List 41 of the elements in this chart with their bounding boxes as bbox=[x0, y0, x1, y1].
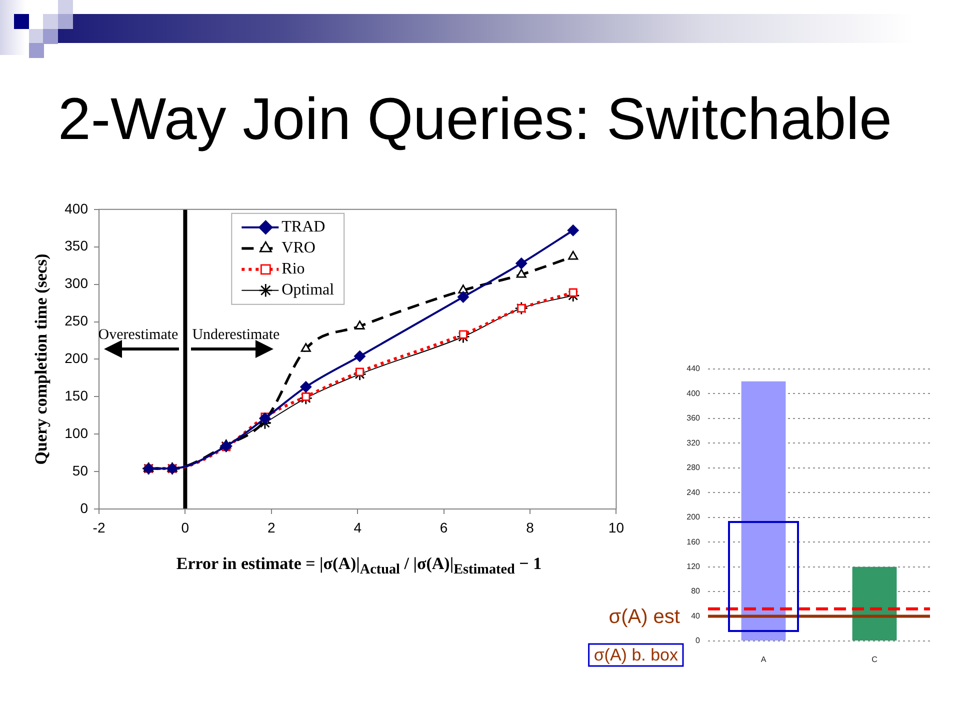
text: σ(A) b. box bbox=[594, 646, 678, 665]
y-tick-label: 50 bbox=[72, 462, 88, 478]
y-tick-label: 80 bbox=[691, 586, 701, 596]
y-tick-label: 160 bbox=[686, 537, 701, 546]
y-tick-label: 400 bbox=[686, 388, 701, 398]
y-tick-label: 300 bbox=[64, 275, 88, 292]
annotation: Underestimate bbox=[192, 327, 280, 344]
y-tick-label: 350 bbox=[64, 238, 88, 254]
annotation: Overestimate bbox=[98, 327, 179, 344]
x-tick-label: A bbox=[760, 655, 767, 664]
y-tick-label: 280 bbox=[686, 463, 701, 472]
y-tick-label: 320 bbox=[686, 438, 701, 448]
y-tick-label: 100 bbox=[64, 424, 88, 441]
y-tick-label: 400 bbox=[64, 200, 88, 216]
chart-title: 2-Way Join Queries: Switchable bbox=[58, 86, 892, 154]
y-tick-label: 40 bbox=[691, 611, 701, 620]
y-tick-label: 120 bbox=[686, 562, 701, 572]
y-tick-label: 250 bbox=[64, 312, 88, 329]
y-tick-label: 240 bbox=[686, 488, 701, 497]
y-tick-label: 440 bbox=[686, 364, 701, 374]
x-tick-label: 8 bbox=[526, 519, 534, 536]
y-axis-title: Query completion time (secs) bbox=[32, 254, 51, 465]
x-tick-label: 10 bbox=[608, 519, 624, 536]
legend-label: Optimal bbox=[282, 282, 335, 299]
x-tick-label: 4 bbox=[354, 519, 362, 536]
y-tick-label: 0 bbox=[696, 636, 701, 646]
y-tick-label: 360 bbox=[686, 414, 701, 423]
x-tick-label: 0 bbox=[181, 519, 190, 536]
legend-label: VRO bbox=[282, 240, 316, 257]
y-tick-label: 0 bbox=[80, 500, 88, 516]
y-tick-label: 200 bbox=[686, 512, 701, 522]
y-tick-label: 200 bbox=[64, 350, 88, 366]
legend-label: TRAD bbox=[282, 218, 326, 236]
y-tick-label: 150 bbox=[64, 388, 88, 404]
ref-line-label: σ(A) est bbox=[608, 606, 680, 628]
x-tick-label: 6 bbox=[440, 519, 448, 536]
x-tick-label: C bbox=[872, 655, 878, 664]
x-tick-label: 2 bbox=[268, 519, 276, 536]
x-tick-label: -2 bbox=[92, 519, 106, 536]
x-axis-title: Error in estimate = |σ(A)|$_{Actual}$ / |σ(A)|$_{Estimated}$ − 1 bbox=[175, 554, 543, 578]
legend-label: Rio bbox=[282, 260, 305, 278]
